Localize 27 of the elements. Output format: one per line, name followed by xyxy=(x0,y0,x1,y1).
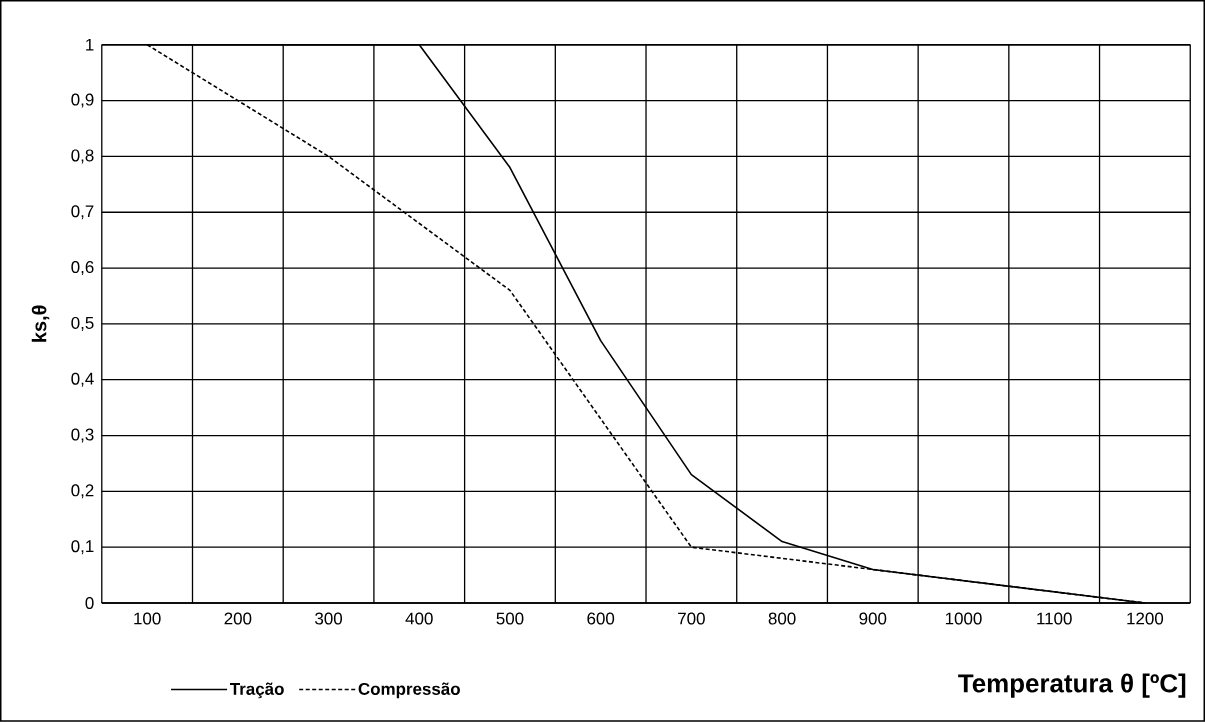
y-tick-label: 0,9 xyxy=(71,93,94,108)
x-tick-label: 100 xyxy=(134,612,161,625)
x-tick-label: 400 xyxy=(405,612,433,625)
y-tick-label: 0,7 xyxy=(71,205,94,220)
y-tick-label: 0,4 xyxy=(71,372,94,387)
x-axis-title: Temperatura θ [ºC] xyxy=(958,673,1186,698)
y-tick-label: 0,8 xyxy=(71,149,94,164)
x-tick-label: 500 xyxy=(496,612,524,625)
legend-label: Compressão xyxy=(358,682,460,699)
x-tick-label: 800 xyxy=(768,612,796,625)
x-tick-label: 1000 xyxy=(945,612,982,625)
x-tick-label: 200 xyxy=(224,612,252,625)
y-tick-label: 0,2 xyxy=(71,484,94,499)
x-tick-label: 1200 xyxy=(1127,612,1164,625)
x-tick-label: 600 xyxy=(587,612,615,625)
legend-label: Tração xyxy=(229,682,284,699)
y-tick-label: 0,6 xyxy=(71,261,94,276)
x-tick-label: 900 xyxy=(859,612,887,625)
y-tick-label: 0 xyxy=(85,597,94,610)
x-tick-label: 700 xyxy=(678,612,705,625)
y-tick-label: 0,1 xyxy=(71,540,94,555)
y-tick-label: 1 xyxy=(86,39,94,51)
y-axis-title: ks,θ xyxy=(31,305,50,342)
y-tick-label: 0,5 xyxy=(71,316,94,331)
y-tick-label: 0,3 xyxy=(71,428,94,443)
x-tick-label: 300 xyxy=(315,612,343,625)
x-tick-label: 1100 xyxy=(1037,612,1072,625)
